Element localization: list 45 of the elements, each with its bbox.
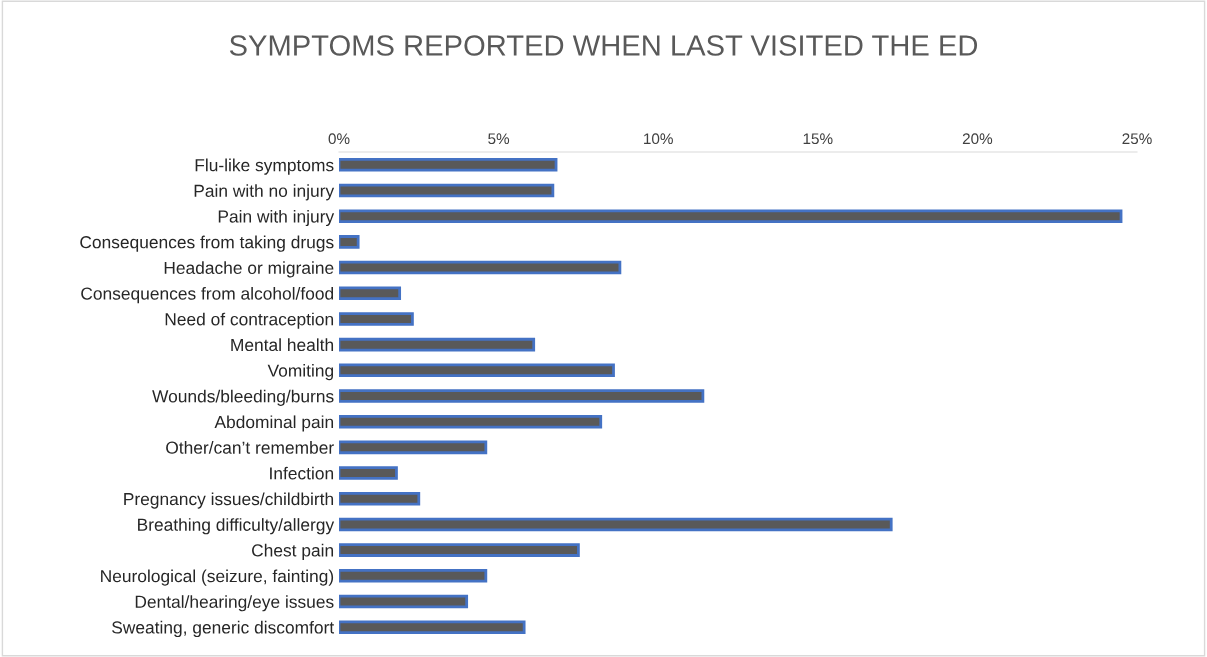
x-tick-label: 5% <box>488 133 510 145</box>
bar <box>339 569 488 583</box>
bar <box>339 543 580 557</box>
y-tick-label: Abdominal pain <box>214 415 334 432</box>
x-tick-label: 0% <box>328 133 350 145</box>
bar <box>339 517 893 532</box>
y-tick-label: Pain with no injury <box>194 184 335 201</box>
bar <box>339 260 622 275</box>
bar <box>339 620 526 634</box>
bar <box>339 209 1123 223</box>
bar <box>339 312 414 326</box>
bar <box>339 594 469 609</box>
x-tick-label: 15% <box>803 133 833 145</box>
y-tick-label: Infection <box>270 466 334 480</box>
y-tick-label: Consequences from taking drugs <box>80 235 334 252</box>
y-tick-label: Pregnancy issues/childbirth <box>124 492 334 509</box>
bar <box>339 466 398 480</box>
chart-title: SYMPTOMS REPORTED WHEN LAST VISITED THE ED <box>229 35 978 56</box>
bar <box>339 158 558 172</box>
bar <box>339 389 705 403</box>
x-tick-label: 10% <box>644 133 673 145</box>
y-tick-label: Breathing difficulty/allergy <box>138 518 335 535</box>
y-tick-label: Consequences from alcohol/food <box>81 286 334 304</box>
y-tick-label: Chest pain <box>252 543 334 560</box>
bar <box>339 491 421 506</box>
y-tick-label: Pain with injury <box>218 209 335 227</box>
y-tick-label: Mental health <box>231 338 334 352</box>
bar <box>339 183 555 198</box>
bar <box>339 414 603 429</box>
y-tick-label: Vomiting <box>267 364 334 381</box>
y-tick-label: Need of contraception <box>165 312 334 329</box>
bar <box>339 363 615 378</box>
bar <box>339 235 360 249</box>
bar <box>339 440 488 455</box>
y-tick-label: Flu-like symptoms <box>195 158 334 175</box>
y-tick-label: Wounds/bleeding/burns <box>152 389 334 406</box>
x-tick-label: 20% <box>962 133 993 145</box>
y-tick-label: Dental/hearing/eye issues <box>135 595 334 612</box>
bar <box>339 286 402 301</box>
bar <box>339 337 536 352</box>
y-tick-label: Neurological (seizure, fainting) <box>101 569 334 586</box>
x-tick-label: 25% <box>1122 133 1152 145</box>
y-tick-label: Other/can’t remember <box>166 441 334 454</box>
y-tick-label: Sweating, generic discomfort <box>112 620 335 638</box>
y-tick-label: Headache or migraine <box>164 261 334 278</box>
